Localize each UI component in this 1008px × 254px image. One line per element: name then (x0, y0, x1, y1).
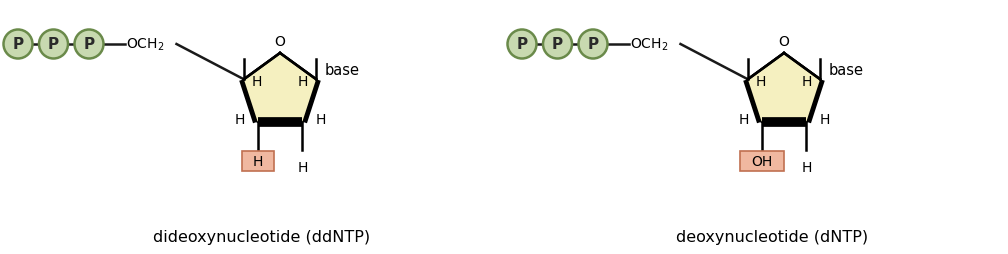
Text: H: H (801, 160, 811, 174)
Polygon shape (748, 54, 821, 122)
Text: P: P (12, 37, 23, 52)
Polygon shape (244, 54, 317, 122)
Text: P: P (516, 37, 527, 52)
FancyBboxPatch shape (740, 151, 783, 171)
Text: P: P (84, 37, 95, 52)
Polygon shape (748, 54, 821, 122)
Text: base: base (325, 62, 359, 77)
Text: O: O (274, 35, 285, 49)
Text: P: P (552, 37, 563, 52)
FancyBboxPatch shape (242, 151, 273, 171)
Text: H: H (252, 75, 262, 89)
Circle shape (39, 30, 68, 59)
Text: H: H (234, 112, 245, 126)
Text: H: H (820, 112, 830, 126)
Text: P: P (48, 37, 59, 52)
Text: H: H (756, 75, 766, 89)
Text: base: base (829, 62, 863, 77)
Text: H: H (738, 112, 749, 126)
Text: deoxynucleotide (dNTP): deoxynucleotide (dNTP) (676, 229, 868, 244)
Text: dideoxynucleotide (ddNTP): dideoxynucleotide (ddNTP) (153, 229, 371, 244)
Circle shape (3, 30, 32, 59)
Text: OCH$_2$: OCH$_2$ (630, 37, 669, 53)
Text: O: O (778, 35, 789, 49)
Text: H: H (316, 112, 326, 126)
Text: H: H (298, 75, 308, 89)
Circle shape (579, 30, 608, 59)
Text: OH: OH (751, 154, 772, 168)
Circle shape (543, 30, 572, 59)
Text: P: P (588, 37, 599, 52)
Polygon shape (244, 54, 317, 122)
Text: OCH$_2$: OCH$_2$ (126, 37, 165, 53)
Text: H: H (802, 75, 812, 89)
Text: H: H (252, 154, 263, 168)
Circle shape (507, 30, 536, 59)
Circle shape (75, 30, 104, 59)
Text: H: H (297, 160, 307, 174)
